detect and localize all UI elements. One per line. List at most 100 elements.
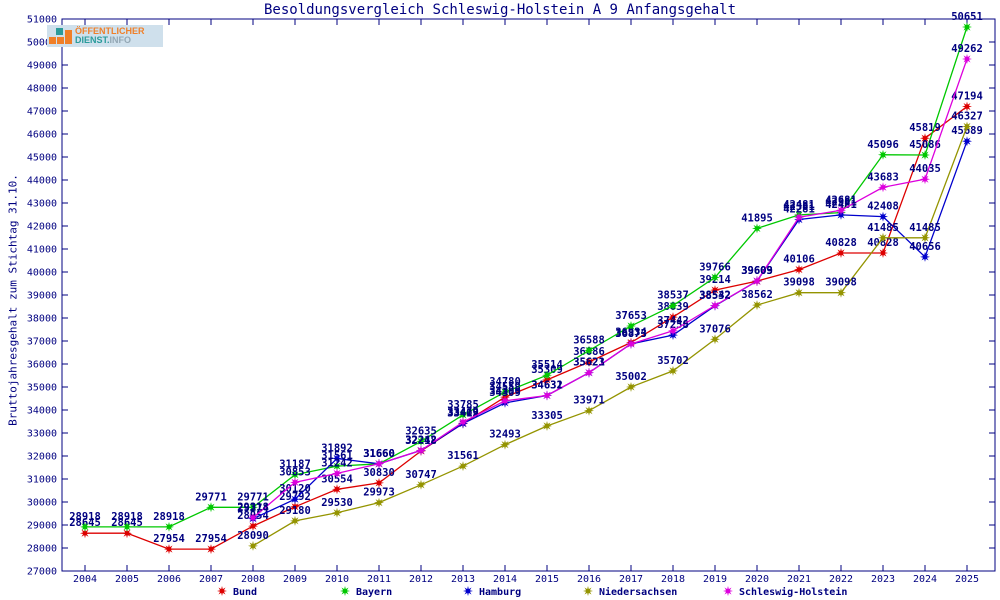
data-point-marker (584, 345, 594, 356)
data-point-label: 37653 (615, 310, 647, 322)
data-point-label: 38542 (699, 290, 731, 302)
data-point-marker (626, 382, 636, 392)
data-point-marker (206, 544, 216, 555)
data-point-label: 29318 (237, 502, 269, 514)
data-point-label: 34780 (489, 376, 521, 388)
x-tick-label: 2023 (871, 574, 895, 585)
data-point-marker (458, 417, 468, 427)
data-point-label: 33305 (531, 410, 563, 422)
data-point-marker (794, 212, 804, 223)
x-tick-label: 2011 (367, 574, 391, 585)
data-point-marker (836, 248, 846, 258)
y-tick-label: 31000 (27, 475, 57, 486)
data-point-marker (584, 367, 594, 378)
data-point-marker (416, 445, 426, 456)
data-point-marker (668, 325, 678, 336)
logo-line2-info: INFO (109, 35, 132, 45)
data-point-label: 35702 (657, 355, 689, 367)
data-point-label: 30120 (279, 483, 311, 495)
data-point-marker (836, 287, 846, 298)
data-point-marker (752, 223, 762, 234)
data-point-marker (878, 149, 888, 160)
y-tick-label: 51000 (27, 15, 57, 26)
x-tick-label: 2020 (745, 574, 769, 585)
x-tick-label: 2009 (283, 574, 307, 585)
x-tick-label: 2004 (73, 574, 97, 585)
y-tick-label: 38000 (27, 314, 57, 325)
data-point-label: 32242 (405, 434, 437, 446)
x-tick-label: 2024 (913, 574, 937, 585)
data-point-label: 31561 (447, 450, 479, 462)
data-point-marker (248, 502, 258, 513)
data-point-marker (752, 276, 762, 286)
y-tick-label: 36000 (27, 360, 57, 371)
y-tick-label: 41000 (27, 245, 57, 256)
data-point-label: 35623 (573, 357, 605, 369)
data-point-label: 29973 (363, 487, 395, 499)
data-point-marker (542, 421, 552, 431)
data-point-label: 42481 (825, 199, 857, 211)
data-point-marker (710, 300, 720, 311)
data-point-marker (458, 461, 468, 472)
data-point-label: 34631 (531, 379, 563, 391)
data-point-label: 50651 (951, 11, 983, 23)
legend-marker-icon (583, 586, 593, 596)
data-point-label: 39098 (783, 277, 815, 289)
data-point-label: 30830 (363, 467, 395, 479)
series-line (85, 105, 968, 550)
y-axis-title: Bruttojahresgehalt zum Stichtag 31.10. (6, 174, 20, 426)
data-point-label: 37258 (657, 319, 689, 331)
y-tick-label: 33000 (27, 429, 57, 440)
data-point-marker (248, 540, 258, 551)
data-point-marker (458, 409, 468, 420)
data-point-marker (920, 232, 930, 243)
data-point-label: 38537 (657, 290, 689, 302)
oeffentlicher-dienst-info-logo: ÖFFENTLICHER DIENST.INFO (47, 25, 163, 47)
data-point-label: 42481 (783, 199, 815, 211)
x-tick-label: 2012 (409, 574, 433, 585)
legend: Bund Bayern Hamburg Niedersachsen Schleswig-… (217, 586, 847, 598)
data-point-label: 33971 (573, 395, 605, 407)
data-point-label: 29771 (237, 491, 269, 503)
data-point-label: 35309 (531, 364, 563, 376)
data-point-marker (920, 251, 930, 262)
data-point-label: 45096 (867, 139, 899, 151)
data-point-label: 31242 (321, 457, 353, 469)
data-point-label: 41485 (909, 222, 941, 234)
y-tick-label: 39000 (27, 291, 57, 302)
data-point-marker (248, 521, 258, 532)
y-tick-label: 34000 (27, 406, 57, 417)
data-point-label: 34309 (489, 387, 521, 399)
data-point-marker (920, 133, 930, 144)
x-tick-label: 2013 (451, 574, 475, 585)
data-point-label: 34632 (531, 379, 563, 391)
data-point-marker (80, 528, 90, 539)
data-point-marker (962, 121, 972, 132)
y-tick-label: 43000 (27, 199, 57, 210)
x-tick-label: 2014 (493, 574, 517, 585)
data-point-label: 42281 (783, 204, 815, 216)
data-point-marker (836, 205, 846, 216)
series-bayern: 28918 28918 28918 29771 29771 31187 31561 31660… (69, 11, 983, 532)
data-point-marker (626, 321, 636, 331)
data-point-label: 32242 (405, 434, 437, 446)
data-point-marker (710, 285, 720, 296)
data-point-marker (80, 521, 90, 532)
data-point-label: 33785 (447, 399, 479, 411)
data-point-marker (794, 287, 804, 298)
data-point-marker (416, 479, 426, 490)
series-line (252, 58, 968, 519)
data-point-marker (416, 436, 426, 447)
data-point-label: 34399 (489, 385, 521, 397)
data-point-label: 28918 (111, 511, 143, 523)
data-point-label: 28918 (69, 511, 101, 523)
data-point-label: 35514 (531, 359, 563, 371)
data-point-marker (962, 101, 972, 112)
data-point-marker (668, 300, 678, 311)
y-tick-label: 46000 (27, 130, 57, 141)
x-tick-label: 2025 (955, 574, 979, 585)
data-point-label: 40656 (909, 241, 941, 253)
y-tick-label: 28000 (27, 544, 57, 555)
series-line (252, 140, 968, 520)
